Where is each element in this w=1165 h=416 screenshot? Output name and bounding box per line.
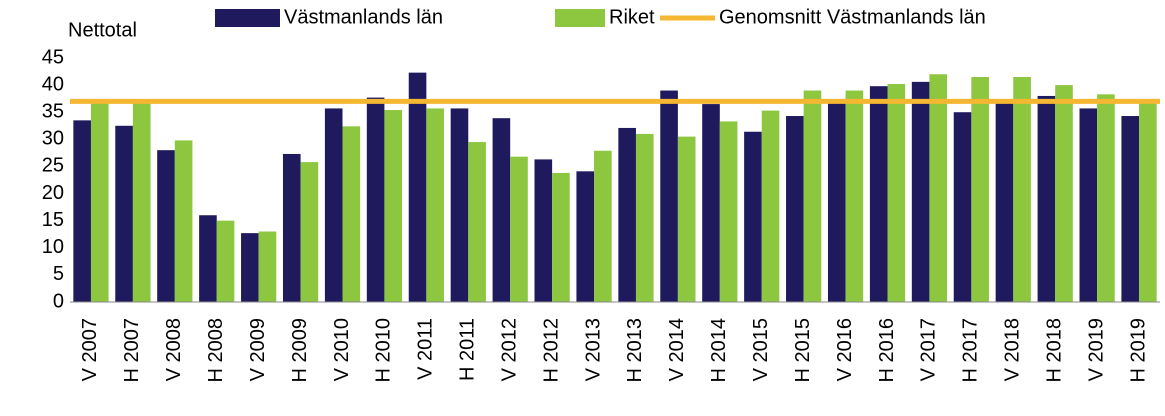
bar — [635, 133, 654, 302]
x-tick-label: H 2019 — [1127, 318, 1149, 383]
x-tick-label: H 2017 — [960, 318, 982, 383]
x-tick-label: V 2014 — [666, 318, 688, 381]
bar — [1037, 95, 1056, 302]
bar — [426, 108, 444, 302]
x-tick-label: H 2015 — [792, 318, 814, 383]
bar — [1139, 99, 1157, 302]
bar — [115, 125, 133, 303]
bar — [744, 131, 762, 302]
x-tick-label: H 2016 — [876, 318, 898, 383]
x-tick-label: V 2013 — [582, 318, 604, 381]
x-tick-label: H 2018 — [1043, 318, 1065, 383]
x-tick-label: V 2019 — [1085, 318, 1107, 381]
bar — [157, 150, 175, 302]
bar — [786, 116, 804, 302]
bar — [911, 81, 930, 302]
bar — [510, 156, 528, 302]
legend-label: Västmanlands län — [284, 6, 443, 28]
bar — [199, 215, 217, 302]
x-tick-label: H 2007 — [121, 318, 143, 383]
y-tick-label: 10 — [42, 236, 64, 258]
y-tick-label: 5 — [53, 263, 64, 285]
bar — [1097, 94, 1115, 302]
bar — [552, 172, 570, 302]
bar — [1055, 85, 1073, 302]
bar — [174, 140, 193, 302]
x-tick-label: H 2013 — [624, 318, 646, 383]
bar — [995, 101, 1014, 302]
bar — [660, 90, 678, 303]
bar — [408, 72, 427, 302]
legend-label: Genomsnitt Västmanlands län — [719, 6, 986, 28]
x-tick-label: V 2008 — [163, 318, 185, 381]
bar — [90, 102, 109, 302]
x-tick-label: H 2012 — [540, 318, 562, 383]
bar — [887, 84, 906, 302]
y-tick-label: 25 — [42, 155, 64, 177]
bar — [594, 150, 612, 302]
bar — [719, 121, 738, 302]
bar — [132, 101, 151, 302]
bar — [929, 74, 948, 303]
y-tick-label: 0 — [53, 290, 64, 312]
y-tick-label: 20 — [42, 182, 64, 204]
bar — [450, 108, 469, 302]
bar — [366, 97, 385, 303]
bar — [492, 118, 511, 302]
bar — [702, 104, 720, 302]
bar — [677, 136, 696, 302]
bar — [1121, 116, 1140, 302]
x-tick-label: V 2012 — [498, 318, 520, 381]
y-tick-label: 30 — [42, 128, 64, 150]
x-tick-label: V 2017 — [918, 318, 940, 381]
x-tick-label: V 2009 — [247, 318, 269, 381]
bar — [1079, 108, 1098, 302]
bar — [300, 162, 319, 302]
bar — [384, 110, 403, 302]
legend-swatch — [215, 9, 280, 27]
x-tick-label: H 2014 — [708, 318, 730, 383]
x-tick-label: V 2007 — [79, 318, 101, 381]
y-tick-label: 40 — [42, 73, 64, 95]
bar — [576, 171, 595, 302]
x-tick-label: H 2009 — [289, 318, 311, 383]
bar — [216, 220, 235, 302]
bar — [324, 108, 343, 302]
bar — [761, 110, 780, 303]
bar — [618, 127, 636, 303]
legend-label: Riket — [609, 6, 655, 28]
y-tick-label: 45 — [42, 46, 64, 68]
bar — [534, 159, 553, 302]
bar — [953, 112, 972, 302]
bar — [73, 120, 91, 302]
x-tick-label: V 2018 — [1002, 318, 1024, 381]
y-axis-label: Nettotal — [68, 19, 137, 41]
bar — [241, 233, 259, 302]
bar — [468, 142, 486, 302]
legend-swatch — [555, 9, 605, 27]
x-tick-label: H 2011 — [457, 318, 479, 381]
y-tick-label: 35 — [42, 101, 64, 123]
x-tick-label: H 2010 — [373, 318, 395, 383]
bar — [971, 76, 989, 302]
bar — [803, 90, 822, 303]
y-tick-label: 15 — [42, 209, 64, 231]
bar — [258, 231, 277, 302]
x-tick-label: H 2008 — [205, 318, 227, 383]
bar — [869, 86, 888, 302]
bar — [1013, 76, 1031, 302]
x-tick-label: V 2016 — [834, 318, 856, 381]
bar — [342, 126, 361, 302]
bar — [827, 102, 846, 302]
x-tick-label: V 2011 — [415, 318, 437, 380]
x-tick-label: V 2010 — [331, 318, 353, 381]
x-tick-label: V 2015 — [750, 318, 772, 381]
bar — [282, 153, 301, 302]
bar — [845, 90, 864, 303]
